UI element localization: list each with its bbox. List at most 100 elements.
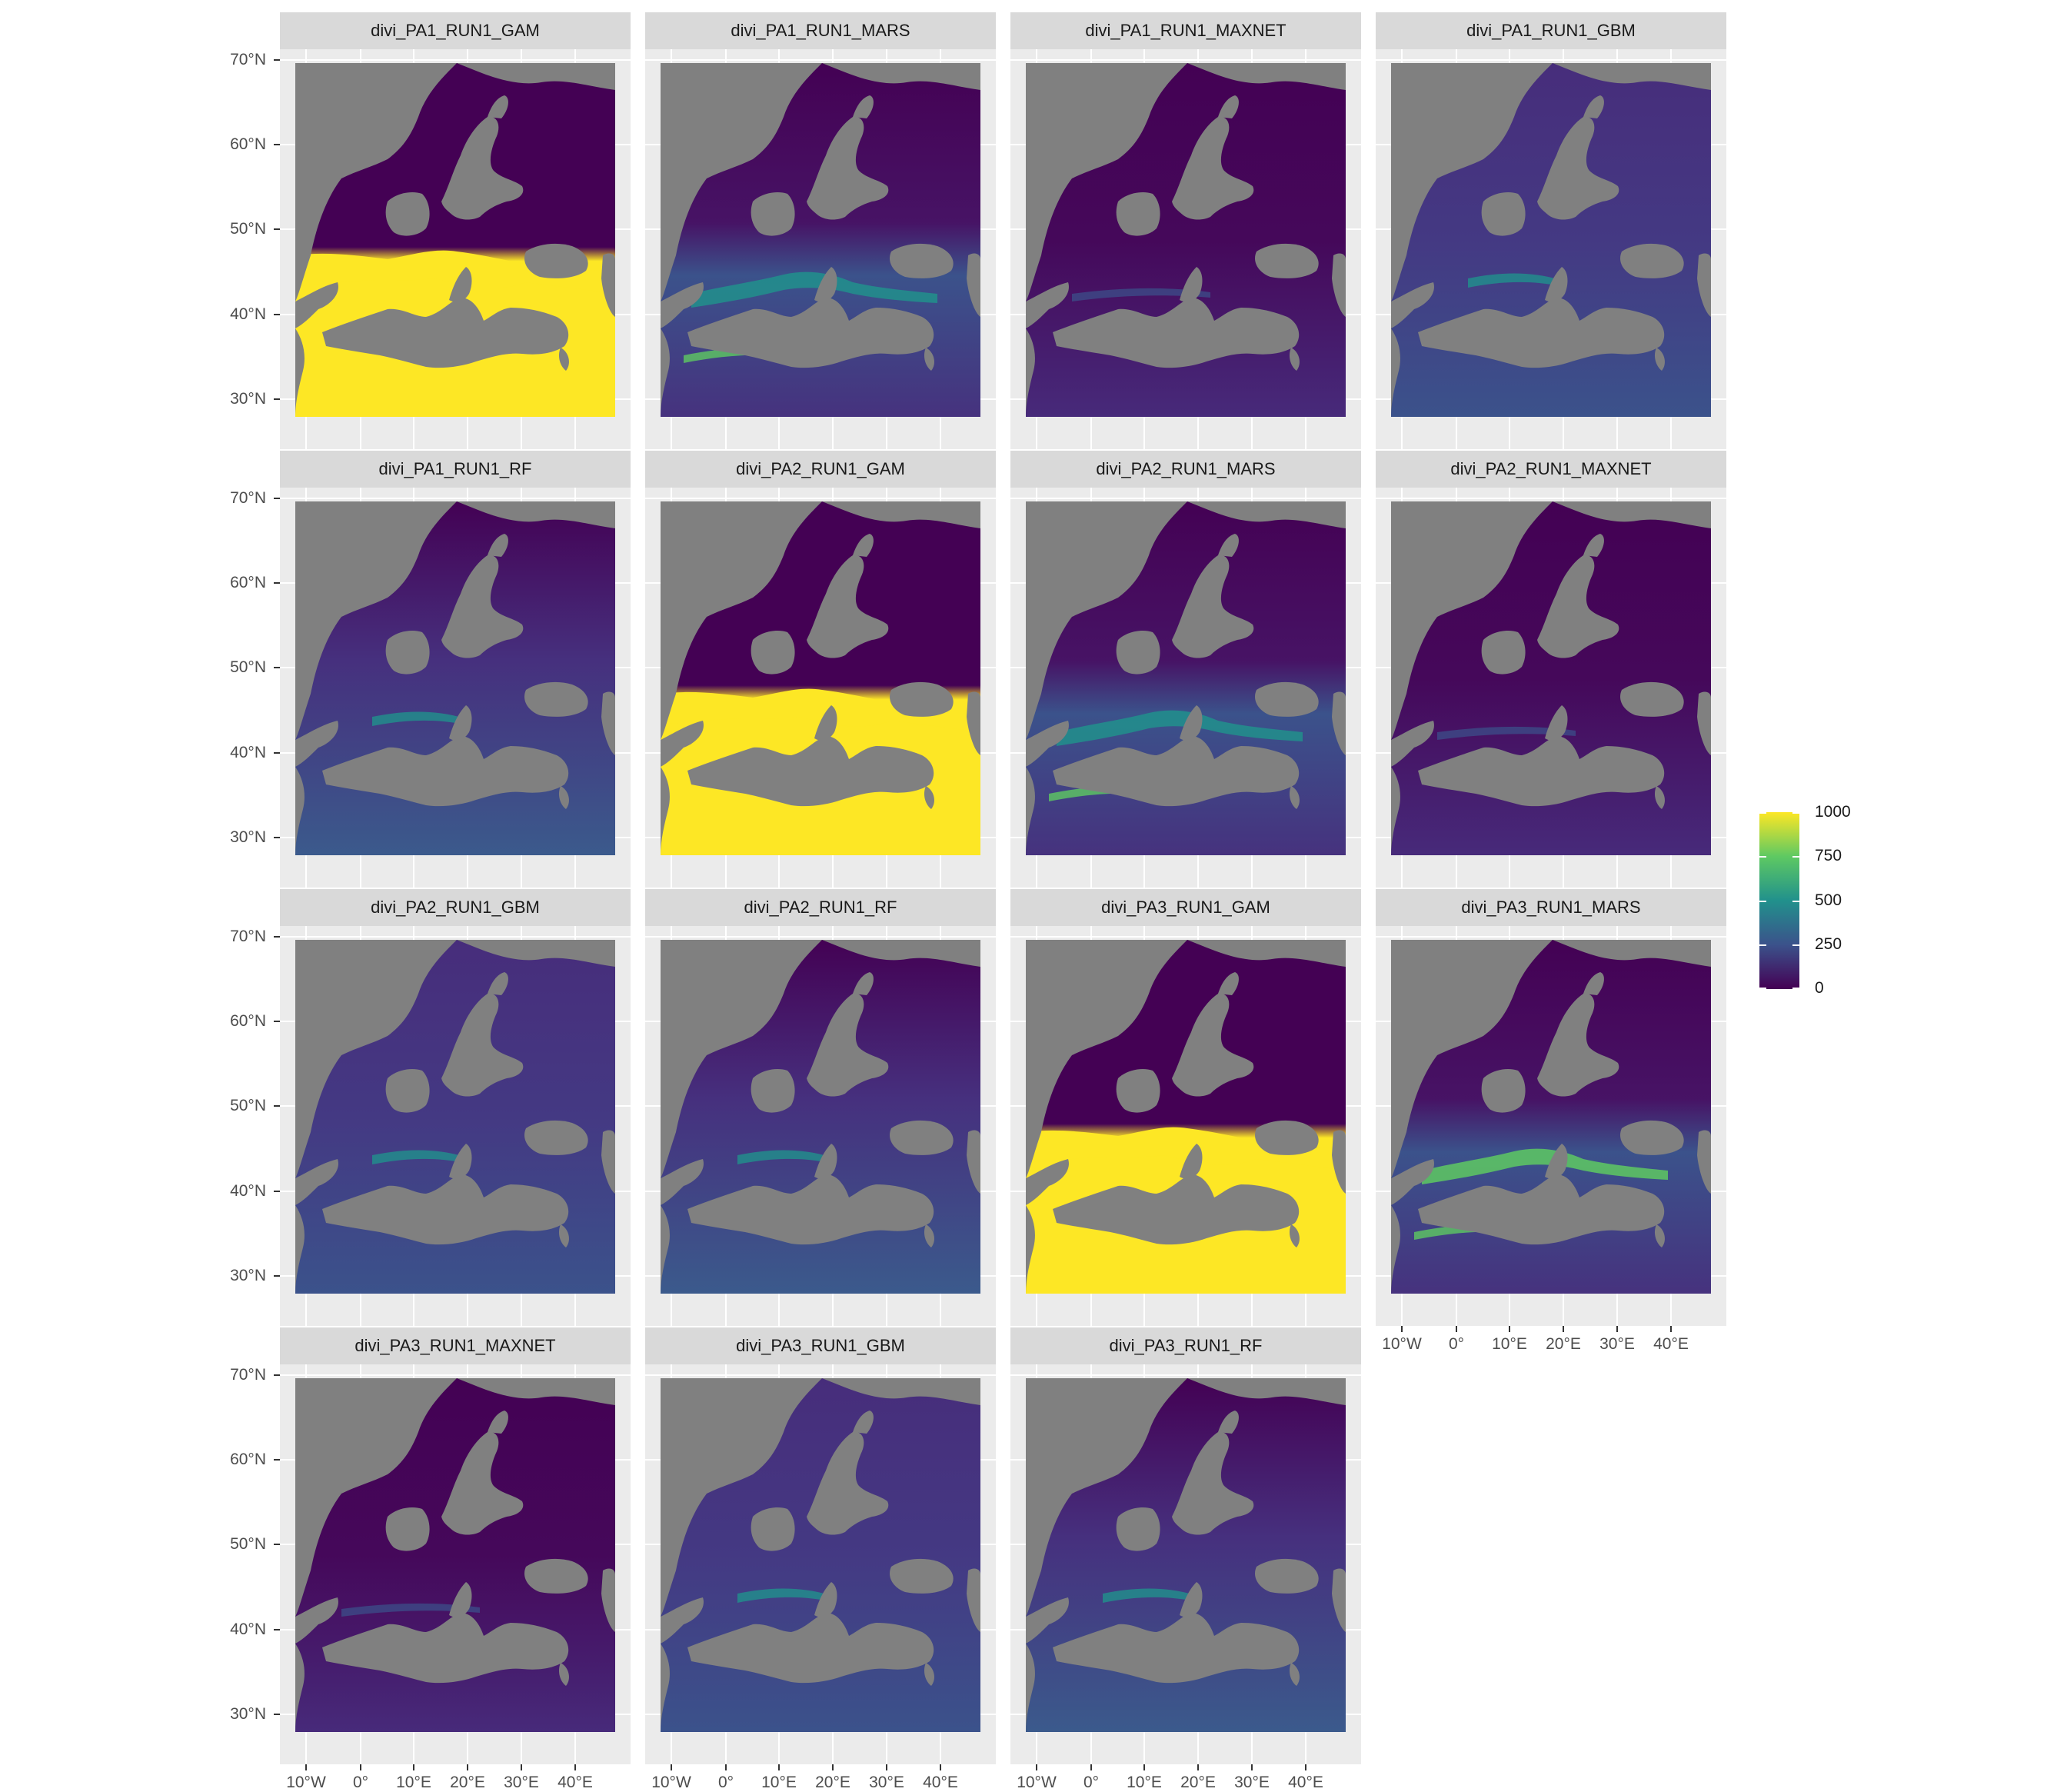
map-plot-area <box>645 926 996 1326</box>
x-tick-label: 0° <box>1448 1335 1465 1353</box>
na-sea-area <box>1172 1431 1254 1535</box>
y-tick <box>274 144 280 145</box>
na-sea-area <box>807 1431 889 1535</box>
na-sea-area <box>1172 993 1254 1097</box>
na-sea-area <box>295 501 457 740</box>
na-sea-area <box>1187 940 1346 967</box>
na-sea-area <box>295 1159 338 1205</box>
na-sea-area <box>924 1663 934 1686</box>
facet-panel: divi_PA1_RUN1_MAXNET <box>1010 12 1361 451</box>
na-sea-area <box>457 940 615 967</box>
na-sea-area <box>1391 1205 1400 1294</box>
na-sea-area <box>1583 95 1604 118</box>
y-tick <box>274 667 280 668</box>
facet-title: divi_PA2_RUN1_MARS <box>1010 451 1361 488</box>
na-sea-area <box>853 95 874 118</box>
na-sea-area <box>558 1663 569 1686</box>
facet-title: divi_PA1_RUN1_GBM <box>1376 12 1726 49</box>
map-plot-area <box>645 49 996 449</box>
na-sea-area <box>488 1411 508 1434</box>
map-raster <box>1391 940 1711 1294</box>
y-tick-label: 60°N <box>230 574 266 591</box>
na-sea-area <box>441 555 524 658</box>
facet-title: divi_PA3_RUN1_GBM <box>645 1327 996 1364</box>
y-tick-label: 30°N <box>230 828 266 846</box>
x-tick <box>832 1764 834 1770</box>
map-raster <box>1026 501 1346 855</box>
na-sea-area <box>1026 1597 1069 1644</box>
na-sea-area <box>524 243 588 278</box>
na-sea-area <box>1583 534 1604 557</box>
x-tick-label: 10°W <box>286 1774 326 1791</box>
na-sea-area <box>1026 282 1069 328</box>
na-sea-area <box>1026 1159 1069 1205</box>
na-sea-area <box>1620 1120 1684 1155</box>
na-sea-area <box>1180 267 1203 302</box>
na-sea-area <box>661 1644 670 1732</box>
x-tick-label: 10°W <box>1017 1774 1057 1791</box>
na-sea-area <box>807 993 889 1097</box>
na-sea-area <box>1620 681 1684 717</box>
y-tick <box>274 314 280 315</box>
map-svg <box>1010 926 1361 1326</box>
x-tick-label: 0° <box>1083 1774 1100 1791</box>
na-sea-area <box>661 501 822 740</box>
x-tick <box>521 1764 522 1770</box>
na-sea-area <box>1391 328 1400 417</box>
na-sea-area <box>295 1597 338 1644</box>
x-tick <box>778 1764 780 1770</box>
map-raster <box>661 501 980 855</box>
y-tick <box>274 1714 280 1715</box>
map-raster <box>1026 1378 1346 1732</box>
map-plot-area <box>280 488 631 888</box>
na-sea-area <box>661 1159 704 1205</box>
na-sea-area <box>687 1174 934 1245</box>
na-sea-area <box>1654 348 1665 371</box>
x-tick-label: 30°E <box>1234 1774 1270 1791</box>
na-sea-area <box>1697 691 1711 755</box>
na-sea-area <box>524 1558 588 1594</box>
x-tick-label: 30°E <box>1599 1335 1635 1353</box>
na-sea-area <box>1553 63 1711 90</box>
x-tick-label: 10°W <box>651 1774 691 1791</box>
x-tick-label: 10°E <box>761 1774 797 1791</box>
na-sea-area <box>1481 192 1526 236</box>
map-plot-area <box>1010 926 1361 1326</box>
mid-suitability-band <box>372 711 464 726</box>
na-sea-area <box>822 940 980 967</box>
y-tick-label: 70°N <box>230 489 266 507</box>
high-suitability-zone <box>661 688 980 732</box>
na-sea-area <box>661 767 670 855</box>
map-plot-area <box>645 488 996 888</box>
map-raster <box>295 63 615 417</box>
na-sea-area <box>558 348 569 371</box>
x-tick-label: 20°E <box>1180 1774 1216 1791</box>
x-tick-label: 20°E <box>450 1774 485 1791</box>
na-sea-area <box>1289 348 1300 371</box>
na-sea-area <box>661 1378 822 1617</box>
mid-suitability-band <box>1468 273 1560 288</box>
na-sea-area <box>295 1644 305 1732</box>
na-sea-area <box>385 1069 430 1113</box>
na-sea-area <box>524 1120 588 1155</box>
na-sea-area <box>457 1378 615 1405</box>
na-sea-area <box>1391 721 1434 767</box>
na-sea-area <box>967 691 980 755</box>
y-tick <box>274 936 280 938</box>
x-tick-label: 30°E <box>869 1774 904 1791</box>
map-plot-area <box>1376 488 1726 888</box>
na-sea-area <box>322 1174 569 1245</box>
map-raster <box>295 501 615 855</box>
facet-title: divi_PA3_RUN1_MAXNET <box>280 1327 631 1364</box>
y-tick-label: 40°N <box>230 1182 266 1200</box>
x-tick-label: 30°E <box>504 1774 539 1791</box>
x-tick <box>1616 1326 1618 1332</box>
na-sea-area <box>822 501 980 528</box>
na-sea-area <box>1332 1130 1346 1194</box>
facet-title: divi_PA2_RUN1_GBM <box>280 889 631 926</box>
y-tick-label: 70°N <box>230 1366 266 1384</box>
na-sea-area <box>687 736 934 807</box>
na-sea-area <box>322 298 569 368</box>
na-sea-area <box>385 631 430 674</box>
na-sea-area <box>661 940 822 1178</box>
